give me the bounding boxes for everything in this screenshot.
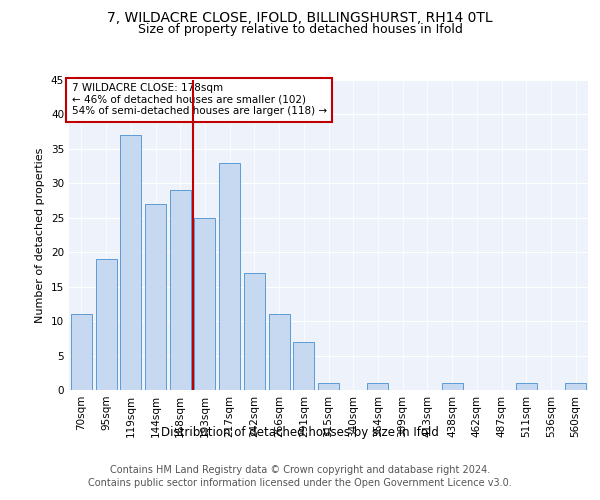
Text: Size of property relative to detached houses in Ifold: Size of property relative to detached ho…	[137, 24, 463, 36]
Bar	[269, 314, 290, 390]
Bar	[293, 342, 314, 390]
Bar	[170, 190, 191, 390]
Bar	[442, 383, 463, 390]
Bar	[318, 383, 339, 390]
Bar	[565, 383, 586, 390]
Bar	[516, 383, 537, 390]
Bar	[120, 135, 141, 390]
Text: 7, WILDACRE CLOSE, IFOLD, BILLINGSHURST, RH14 0TL: 7, WILDACRE CLOSE, IFOLD, BILLINGSHURST,…	[107, 10, 493, 24]
Text: Contains HM Land Registry data © Crown copyright and database right 2024.: Contains HM Land Registry data © Crown c…	[110, 465, 490, 475]
Bar	[95, 259, 116, 390]
Y-axis label: Number of detached properties: Number of detached properties	[35, 148, 46, 322]
Bar	[71, 314, 92, 390]
Bar	[244, 273, 265, 390]
Text: Contains public sector information licensed under the Open Government Licence v3: Contains public sector information licen…	[88, 478, 512, 488]
Bar	[194, 218, 215, 390]
Bar	[145, 204, 166, 390]
Text: Distribution of detached houses by size in Ifold: Distribution of detached houses by size …	[161, 426, 439, 439]
Bar	[367, 383, 388, 390]
Text: 7 WILDACRE CLOSE: 178sqm
← 46% of detached houses are smaller (102)
54% of semi-: 7 WILDACRE CLOSE: 178sqm ← 46% of detach…	[71, 83, 327, 116]
Bar	[219, 162, 240, 390]
